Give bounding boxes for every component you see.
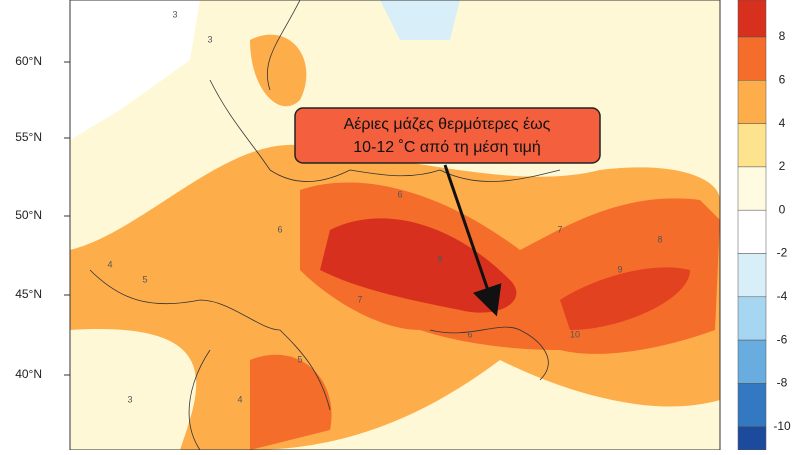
contour-label: 3	[127, 394, 132, 404]
latitude-label: 45°N	[15, 287, 42, 301]
latitude-label: 55°N	[15, 130, 42, 144]
contour-label: 4	[107, 259, 112, 269]
contour-labels: 3 3 4 5 6 7 8 9 10 6 5 4 3 7 8 6	[107, 9, 662, 404]
colorbar-swatch	[737, 80, 767, 124]
map-area	[69, 0, 721, 451]
contour-label: 10	[570, 329, 580, 339]
colorbar-label: 6	[779, 72, 786, 86]
annotation-box	[294, 107, 601, 164]
colorbar-swatch	[737, 253, 767, 298]
contour-label: 3	[207, 34, 212, 44]
colorbar-label: 0	[779, 202, 786, 216]
colorbar-label: -10	[773, 419, 791, 433]
contour-label: 9	[617, 264, 622, 274]
colorbar-label: -2	[777, 246, 788, 260]
colorbar-label: 4	[779, 116, 786, 130]
colorbar-swatch	[737, 383, 767, 427]
contour-label: 5	[297, 354, 302, 364]
contour-label: 8	[437, 254, 442, 264]
latitude-label: 40°N	[15, 367, 42, 381]
colorbar-swatch	[737, 36, 767, 81]
colorbar-label: -4	[777, 289, 788, 303]
colorbar-swatch	[737, 0, 767, 38]
cold-area	[380, 0, 460, 40]
latitude-axis: 60°N 55°N 50°N 45°N 40°N	[15, 54, 70, 381]
colorbar-swatch	[737, 339, 767, 384]
annotation: Αέριες μάζες θερμότερες έως 10-12 ˚C από…	[294, 107, 601, 317]
warm-area	[250, 34, 307, 107]
colorbar-label: -8	[777, 376, 788, 390]
contour-label: 4	[237, 394, 242, 404]
latitude-label: 50°N	[15, 208, 42, 222]
colorbar-label: 8	[779, 29, 786, 43]
annotation-line: Αέριες μάζες θερμότερες έως	[344, 116, 551, 133]
contour-label: 6	[397, 189, 402, 199]
annotation-arrow	[443, 164, 502, 317]
colorbar-label: 2	[779, 159, 786, 173]
colorbar-swatch	[737, 123, 767, 168]
sea-area	[70, 0, 200, 140]
colorbar-swatch	[737, 426, 767, 451]
contour-label: 7	[357, 294, 362, 304]
colorbar-swatch	[737, 166, 767, 211]
annotation-line: 10-12 ˚C από τη μέση τιμή	[353, 139, 541, 156]
contour-label: 8	[657, 234, 662, 244]
colorbar: 8 6 4 2 0 -2 -4 -6 -8 -10	[737, 0, 791, 451]
colorbar-swatch	[737, 296, 767, 341]
contour-label: 5	[142, 274, 147, 284]
colorbar-swatch	[737, 209, 767, 254]
coastlines	[89, 0, 561, 451]
hottest-area	[560, 267, 690, 330]
contour-label: 6	[467, 329, 472, 339]
contour-label: 7	[557, 224, 562, 234]
contour-label: 6	[277, 224, 282, 234]
latitude-label: 60°N	[15, 54, 42, 68]
colorbar-label: -6	[777, 332, 788, 346]
hot-area	[250, 354, 332, 450]
hottest-area	[320, 218, 517, 313]
contour-label: 3	[172, 9, 177, 19]
